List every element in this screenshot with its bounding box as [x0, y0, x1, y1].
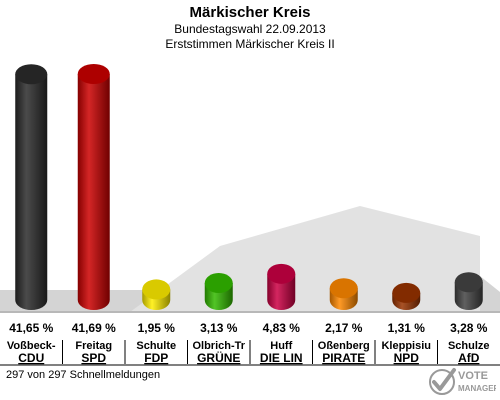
- reporting-status: 297 von 297 Schnellmeldungen: [6, 369, 161, 381]
- value-label: 2,17 %: [325, 321, 363, 335]
- party-label: FDP: [144, 351, 168, 365]
- candidate-label: Olbrich-Tr: [192, 340, 245, 352]
- ballot-check-icon: [429, 368, 456, 395]
- bar-cap: [392, 282, 421, 303]
- bar-afd: [454, 272, 483, 310]
- bar-fdp: [142, 279, 171, 310]
- bar-cap: [204, 273, 233, 294]
- bar-npd: [392, 282, 421, 310]
- candidate-label: Huff: [270, 340, 292, 352]
- party-label: PIRATE: [322, 351, 365, 365]
- value-label: 1,31 %: [388, 321, 426, 335]
- candidate-label: Schulze: [448, 340, 490, 352]
- bar-cap: [15, 64, 48, 85]
- bars-layer: [15, 64, 483, 311]
- candidate-label: Oßenberg: [318, 340, 370, 352]
- bar-die-lin: [267, 263, 296, 310]
- bar-cap: [329, 278, 358, 299]
- vote-manager-logo: VOTE MANAGER: [429, 368, 496, 395]
- bar-body: [15, 74, 48, 311]
- bar-pirate: [329, 278, 358, 310]
- value-label: 3,13 %: [200, 321, 238, 335]
- bar-cap: [454, 272, 483, 293]
- chart-title: Märkischer Kreis: [189, 4, 311, 21]
- chart-floor: [0, 206, 500, 313]
- party-label: AfD: [458, 351, 480, 365]
- party-label: SPD: [81, 351, 106, 365]
- bar-body: [77, 74, 110, 310]
- value-label: 3,28 %: [450, 321, 488, 335]
- party-label: DIE LIN: [260, 351, 303, 365]
- logo-text-vote: VOTE: [458, 370, 488, 382]
- candidate-label: Schulte: [136, 340, 176, 352]
- value-label: 1,95 %: [138, 321, 176, 335]
- floor-edge: [0, 311, 500, 313]
- bar-gr-ne: [204, 273, 233, 310]
- logo-text-manager: MANAGER: [458, 384, 496, 393]
- candidate-label: Voßbeck-: [7, 340, 56, 352]
- bar-spd: [77, 64, 110, 310]
- party-label: NPD: [394, 351, 420, 365]
- chart-subtitle-2: Erststimmen Märkischer Kreis II: [165, 37, 335, 51]
- party-label: CDU: [18, 351, 44, 365]
- bar-cap: [267, 263, 296, 284]
- floor-highlight: [130, 206, 480, 312]
- value-label: 41,65 %: [9, 321, 53, 335]
- bar-cdu: [15, 64, 48, 311]
- candidate-label: Freitag: [75, 340, 112, 352]
- value-label: 4,83 %: [263, 321, 301, 335]
- value-label: 41,69 %: [72, 321, 116, 335]
- bar-cap: [142, 279, 171, 300]
- bar-body: [267, 273, 296, 310]
- candidate-label: Kleppisiu: [381, 340, 431, 352]
- party-label: GRÜNE: [197, 350, 240, 365]
- bar-cap: [77, 64, 110, 84]
- chart-subtitle: Bundestagswahl 22.09.2013: [174, 22, 326, 36]
